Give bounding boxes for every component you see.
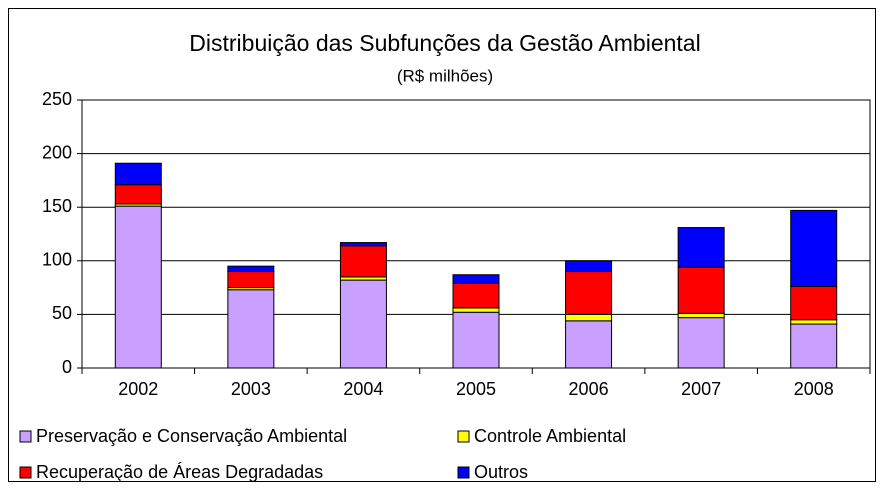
x-tick-label: 2005 [456,379,496,399]
bar-segment [452,307,500,313]
legend-label: Recuperação de Áreas Degradadas [36,462,323,482]
x-tick-label: 2006 [569,379,609,399]
x-tick-label: 2003 [231,379,271,399]
bar-segment [452,311,500,369]
bar-segment [677,266,725,314]
y-tick-label: 50 [52,303,72,323]
bar-segment [227,289,275,369]
y-tick-label: 0 [62,357,72,377]
legend-swatch [19,430,32,443]
bar-segment [790,323,838,369]
y-tick-label: 100 [42,250,72,270]
bar-segment [790,209,838,288]
y-tick-label: 200 [42,142,72,162]
y-tick-label: 150 [42,196,72,216]
chart-subtitle: (R$ milhões) [397,66,493,85]
bar-segment [339,279,387,369]
bar-segment [114,205,162,369]
bar-segment [452,274,500,284]
y-tick-label: 250 [42,89,72,109]
bar-segment [114,162,162,186]
x-tick-label: 2004 [343,379,383,399]
bar-segment [677,227,725,268]
bar-segment [114,184,162,205]
legend-swatch [457,466,470,479]
legend-swatch [19,466,32,479]
bar-segment [227,265,275,273]
chart-title: Distribuição das Subfunções da Gestão Am… [189,30,700,56]
bar-segment [565,260,613,273]
bar-segment [339,245,387,278]
legend-label: Controle Ambiental [474,426,626,446]
bar-segment [677,317,725,369]
bar-segment [565,313,613,322]
x-tick-label: 2008 [794,379,834,399]
bar-segment [565,271,613,315]
x-tick-label: 2007 [681,379,721,399]
bar-segment [227,271,275,289]
legend-label: Outros [474,462,528,482]
bar-segment [677,312,725,319]
legend-swatch [457,430,470,443]
bar-segment [565,320,613,369]
bar-segment [790,286,838,321]
legend-label: Preservação e Conservação Ambiental [36,426,347,446]
x-tick-label: 2002 [118,379,158,399]
bar-segment [790,319,838,325]
bar-segment [452,282,500,309]
bar-segment [339,242,387,247]
